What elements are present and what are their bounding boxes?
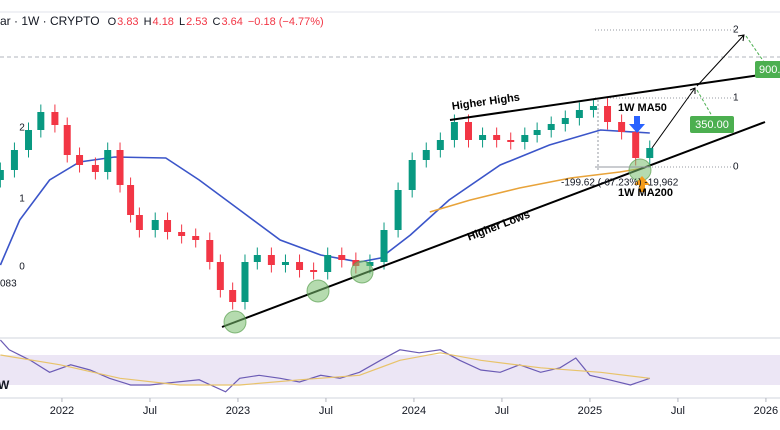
touch-point xyxy=(350,260,374,284)
touch-point xyxy=(223,310,247,334)
candle-body xyxy=(76,155,84,165)
candle-body xyxy=(37,112,45,130)
candle-body xyxy=(394,190,402,230)
x-tick-label: Jul xyxy=(319,405,333,417)
fib-label: 2 xyxy=(19,123,25,134)
x-tick-label: Jul xyxy=(143,405,157,417)
ohlc-value: 4.18 xyxy=(153,16,174,28)
candle-body xyxy=(0,170,4,180)
candle-body xyxy=(135,215,143,230)
candle-body xyxy=(618,122,626,132)
ma200-arrow xyxy=(634,176,650,192)
candle-body xyxy=(324,255,332,272)
x-tick-label: 2026 xyxy=(754,405,778,417)
moving-average xyxy=(429,167,645,213)
candle-body xyxy=(151,220,159,230)
ohlc-label: H xyxy=(144,16,152,28)
candle-body xyxy=(561,118,569,124)
candle-body xyxy=(575,110,583,118)
ohlc-value: 3.64 xyxy=(221,16,242,28)
rsi-line xyxy=(0,352,650,386)
touch-point xyxy=(306,279,330,303)
x-tick-label: 2024 xyxy=(402,405,426,417)
x-tick-label: 2022 xyxy=(50,405,74,417)
candle-body xyxy=(408,160,416,190)
fib-label: 0 xyxy=(733,162,739,173)
candle-body xyxy=(281,262,289,265)
candle-body xyxy=(192,236,200,240)
projection-arrow xyxy=(651,87,696,149)
ohlc-label: L xyxy=(179,16,185,28)
candle-body xyxy=(380,230,388,262)
moving-average xyxy=(0,129,650,266)
candle-body xyxy=(338,255,346,260)
x-tick-label: Jul xyxy=(495,405,509,417)
candle-body xyxy=(533,130,541,135)
candle-body xyxy=(10,150,18,170)
x-tick-label: 2023 xyxy=(226,405,250,417)
change-value: −0.18 (−4.77%) xyxy=(248,16,324,28)
candle-body xyxy=(178,232,186,236)
fib-label: 1 xyxy=(19,194,25,205)
candle-body xyxy=(521,135,529,142)
target-box xyxy=(755,61,780,78)
candle-body xyxy=(589,106,597,110)
candle-body xyxy=(436,140,444,150)
candle-body xyxy=(229,290,237,302)
target-link xyxy=(696,89,713,117)
candle-body xyxy=(127,185,135,215)
ma50-arrow xyxy=(629,116,645,133)
candle-body xyxy=(25,130,33,150)
projection-arrow xyxy=(696,34,745,87)
candle-body xyxy=(310,270,318,272)
legend-label: 1W MA200 xyxy=(618,187,673,199)
ohlc-label: O xyxy=(108,16,117,28)
candle-body xyxy=(450,122,458,140)
fib-label: 0 xyxy=(19,262,25,273)
fib-label: 2 xyxy=(733,25,739,36)
ohlc-value: 3.83 xyxy=(117,16,138,28)
annotation: 900.00 xyxy=(759,64,780,76)
annotation: 350.00 xyxy=(695,119,729,131)
candle-body xyxy=(507,140,515,142)
ohlc-value: 2.53 xyxy=(186,16,207,28)
candle-body xyxy=(206,240,214,262)
candle-body xyxy=(253,255,261,262)
pane-label: W xyxy=(0,378,10,392)
ohlc-label: C xyxy=(212,16,220,28)
header-title: ar · 1W · CRYPTO xyxy=(0,14,100,28)
legend-label: 1W MA50 xyxy=(618,102,667,114)
candle-body xyxy=(493,135,501,140)
candle-body xyxy=(116,150,124,185)
candle-body xyxy=(241,262,249,302)
candle-body xyxy=(479,135,487,140)
x-tick-label: 2025 xyxy=(578,405,602,417)
candle-body xyxy=(91,165,99,172)
candle-body xyxy=(51,112,59,125)
x-tick-label: Jul xyxy=(671,405,685,417)
annotation: -199.62 (-67.23%) -19,962 xyxy=(561,178,679,189)
target-box xyxy=(690,116,734,133)
candle-body xyxy=(267,255,275,265)
candle-body xyxy=(646,148,654,158)
candle-body xyxy=(632,132,640,158)
candle-body xyxy=(296,262,304,270)
candle-body xyxy=(104,150,112,172)
trend-line xyxy=(449,74,761,121)
candle-body xyxy=(422,150,430,160)
candle-body xyxy=(547,124,555,130)
candle-body xyxy=(464,122,472,140)
fib-label: 1 xyxy=(733,93,739,104)
candle-body xyxy=(604,106,612,122)
candle-body xyxy=(164,220,172,232)
candle-body xyxy=(216,262,224,290)
fib-label: 083 xyxy=(0,279,17,290)
target-link xyxy=(745,35,765,63)
candle-body xyxy=(63,125,71,155)
